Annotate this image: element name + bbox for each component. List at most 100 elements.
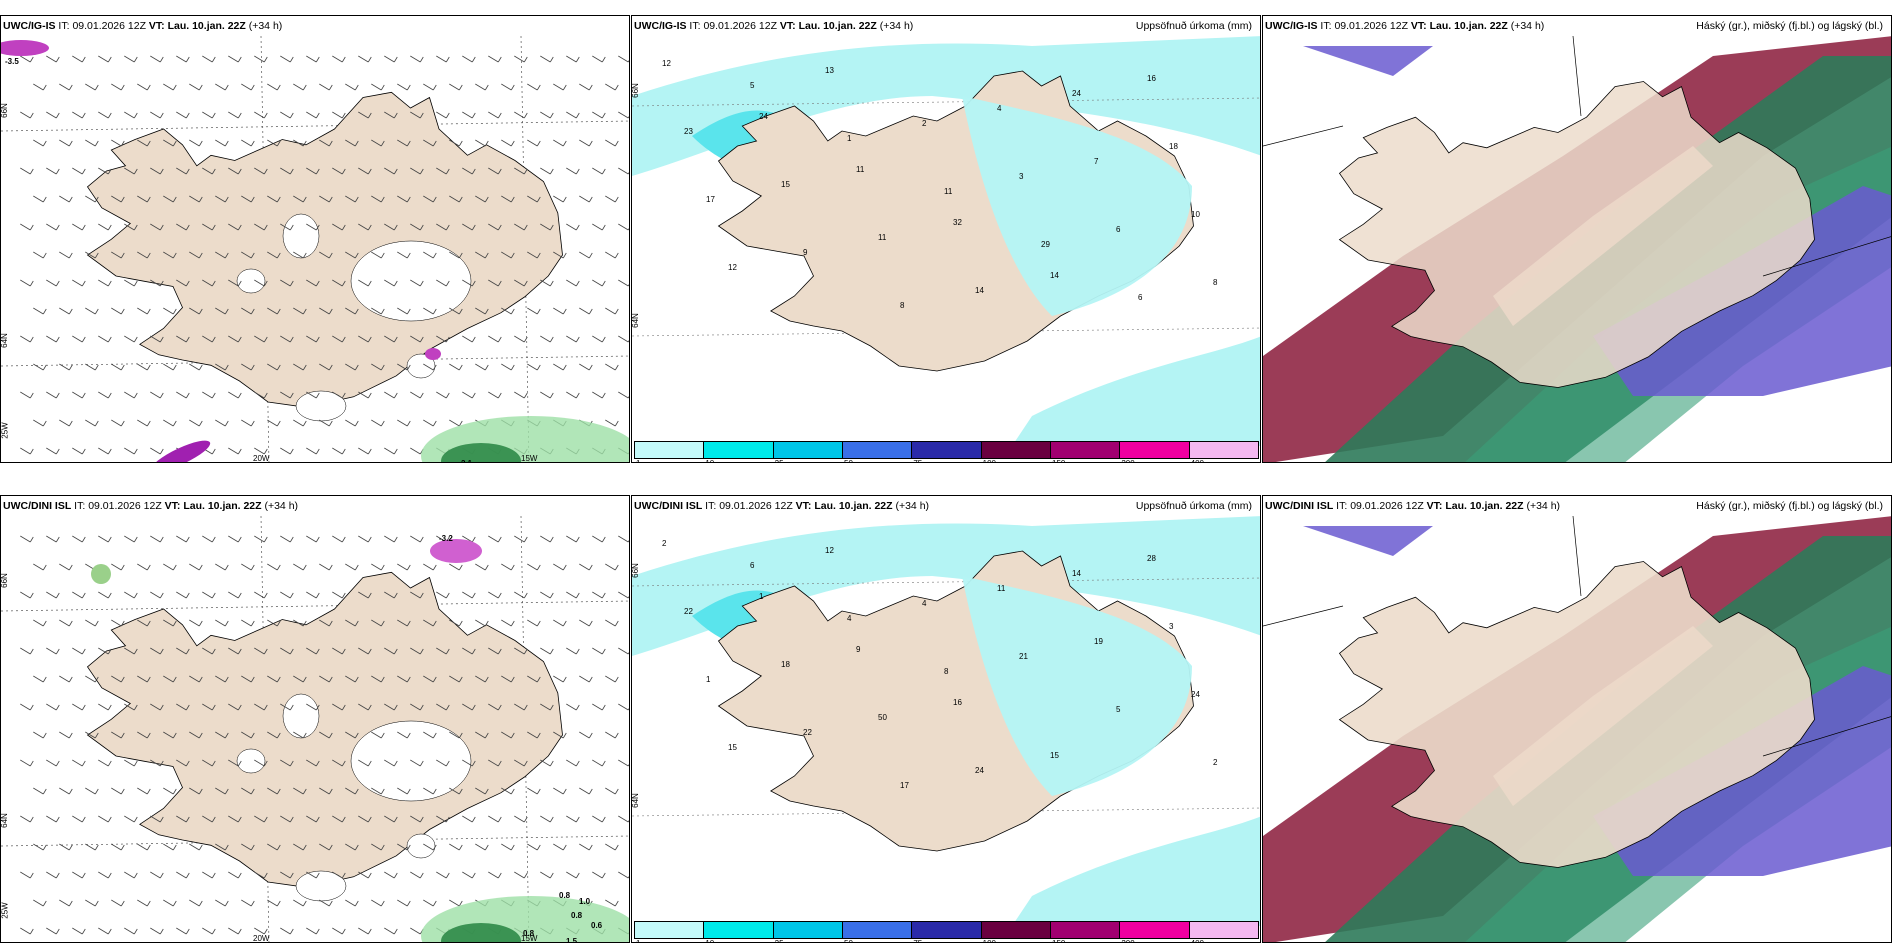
wind-barb-flag xyxy=(341,280,346,287)
wind-barb xyxy=(371,675,382,683)
wind-barb-flag xyxy=(55,112,60,119)
wind-barb xyxy=(267,619,278,627)
wind-barb xyxy=(605,363,616,371)
wind-barb xyxy=(33,619,44,627)
wind-barb xyxy=(449,419,460,427)
wind-barb-flag xyxy=(146,732,151,739)
wind-barb-flag xyxy=(159,592,164,599)
wind-barb xyxy=(280,535,291,543)
wind-barb xyxy=(124,335,135,343)
wind-barb xyxy=(436,591,447,599)
wind-barb-flag xyxy=(510,308,515,315)
wind-barb xyxy=(46,759,57,767)
wind-barb xyxy=(98,815,109,823)
wind-barb xyxy=(150,815,161,823)
wind-barb-flag xyxy=(471,592,476,599)
wind-barb-flag xyxy=(419,704,424,711)
wind-barb-flag xyxy=(484,196,489,203)
wind-barb-flag xyxy=(536,620,541,627)
wind-barb-flag xyxy=(497,112,502,119)
wind-barb xyxy=(592,167,603,175)
wind-barb xyxy=(20,335,31,343)
colorbar: 110255075100150200400 xyxy=(634,921,1259,942)
wind-barb-flag xyxy=(81,648,86,655)
wind-barb xyxy=(410,447,421,455)
wind-barb xyxy=(267,731,278,739)
wind-barb-flag xyxy=(198,844,203,851)
wind-barb-flag xyxy=(263,592,268,599)
precip-value: 32 xyxy=(953,218,962,227)
wind-barb-flag xyxy=(120,308,125,315)
wind-barb-flag xyxy=(575,336,580,343)
wind-barb-flag xyxy=(211,336,216,343)
wind-barb-flag xyxy=(55,336,60,343)
wind-barb-flag xyxy=(146,420,151,427)
wind-barb xyxy=(46,55,57,63)
wind-barb-flag xyxy=(458,84,463,91)
wind-barb-flag xyxy=(328,252,333,259)
wind-barb xyxy=(215,843,226,851)
wind-barb xyxy=(527,563,538,571)
wind-barb-flag xyxy=(588,364,593,371)
wind-barb xyxy=(254,391,265,399)
wind-barb xyxy=(176,167,187,175)
precip-value: 4 xyxy=(997,104,1002,113)
wind-barb-flag xyxy=(185,280,190,287)
wind-barb-flag xyxy=(354,420,359,427)
wind-barb xyxy=(72,927,83,935)
wind-barb xyxy=(618,647,629,655)
wind-barb-flag xyxy=(263,872,268,879)
wind-barb-flag xyxy=(445,280,450,287)
wind-barb xyxy=(254,447,265,455)
wind-barb xyxy=(150,647,161,655)
wind-barb-flag xyxy=(588,676,593,683)
wind-barb xyxy=(553,787,564,795)
wind-barb xyxy=(280,815,291,823)
wind-barb-flag xyxy=(94,788,99,795)
wind-barb-flag xyxy=(146,308,151,315)
precip-land xyxy=(962,576,1192,796)
wind-barb xyxy=(176,111,187,119)
wind-barb xyxy=(215,251,226,259)
precip-value: 15 xyxy=(728,743,737,752)
wind-barb-flag xyxy=(211,648,216,655)
wind-barb-flag xyxy=(42,732,47,739)
wind-barb-flag xyxy=(536,844,541,851)
wind-barb xyxy=(202,223,213,231)
wind-barb-flag xyxy=(276,732,281,739)
wind-barb xyxy=(254,703,265,711)
wind-barb xyxy=(488,871,499,879)
wind-barb xyxy=(592,591,603,599)
wind-barb-flag xyxy=(224,844,229,851)
glacier-area xyxy=(350,240,472,322)
precip-value: 11 xyxy=(878,233,887,242)
wind-barb xyxy=(475,139,486,147)
wind-barb-flag xyxy=(276,844,281,851)
wind-barb xyxy=(241,307,252,315)
wind-barb-flag xyxy=(432,844,437,851)
wind-barb-flag xyxy=(29,448,34,455)
wind-barb-flag xyxy=(276,420,281,427)
wind-barb-flag xyxy=(107,336,112,343)
wind-barb xyxy=(20,279,31,287)
wind-barb xyxy=(59,139,70,147)
precip-value: 24 xyxy=(975,766,984,775)
wind-barb xyxy=(124,391,135,399)
wind-barb-flag xyxy=(523,872,528,879)
wind-barb xyxy=(202,703,213,711)
precip-value: 24 xyxy=(1072,89,1081,98)
wind-barb-flag xyxy=(458,900,463,907)
wind-barb-flag xyxy=(107,392,112,399)
wind-barb xyxy=(59,843,70,851)
wind-barb-flag xyxy=(471,112,476,119)
wind-barb xyxy=(527,307,538,315)
wind-barb-flag xyxy=(159,392,164,399)
wind-barb-flag xyxy=(484,564,489,571)
wind-barb xyxy=(553,307,564,315)
wind-barb xyxy=(449,787,460,795)
wind-barb-flag xyxy=(68,676,73,683)
wind-barb xyxy=(384,391,395,399)
wind-barb xyxy=(293,83,304,91)
wind-barb-flag xyxy=(55,536,60,543)
wind-barb-flag xyxy=(81,760,86,767)
